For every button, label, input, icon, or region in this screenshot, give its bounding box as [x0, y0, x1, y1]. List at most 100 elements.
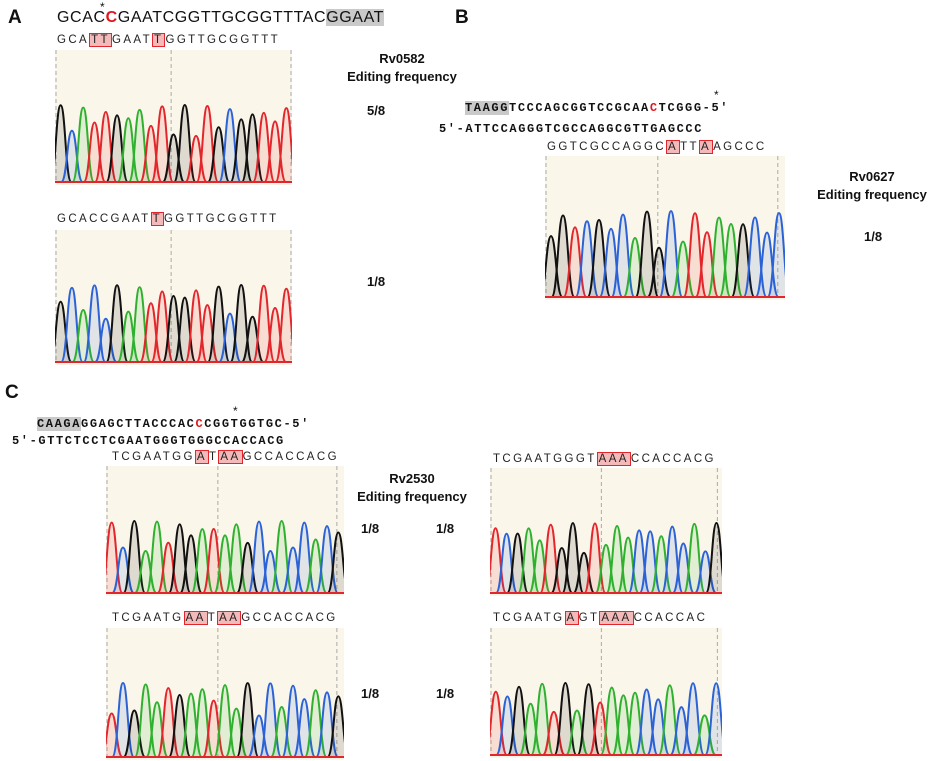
peak-trace-C: [495, 532, 519, 594]
peak-trace-C: [680, 682, 706, 756]
peak-fill-G: [647, 247, 671, 297]
peak-trace-T: [201, 699, 226, 758]
peak-trace-G: [561, 522, 585, 594]
peak-trace-A: [224, 707, 249, 758]
panel-a-gene-label: Rv0582 Editing frequency: [332, 50, 472, 86]
peak-fill-A: [134, 550, 157, 593]
peak-trace-C: [495, 695, 520, 756]
peak-trace-G: [326, 531, 344, 594]
peak-trace-C: [660, 525, 684, 594]
peak-fill-C: [219, 313, 241, 362]
peak-trace-G: [179, 534, 203, 594]
peak-fill-C: [248, 715, 270, 757]
editing-frequency-label: Editing frequency: [357, 489, 467, 504]
peak-trace-A: [622, 236, 648, 298]
peak-trace-T: [150, 290, 174, 363]
strand-seq-part: TCCCAGCGGTCCGCAA: [509, 101, 650, 115]
peak-fill-G: [573, 552, 595, 593]
peak-fill-A: [519, 703, 542, 755]
peak-trace-G: [173, 296, 197, 363]
peak-fill-A: [671, 241, 695, 297]
panel-c-top-strand: CAAGAGGAGCTTACCCACCCGGTGGTGC-5': [37, 417, 310, 431]
peak-trace-T: [195, 304, 220, 363]
peak-trace-A: [269, 520, 294, 594]
peak-fill-T: [275, 288, 292, 362]
peak-trace-C: [669, 706, 694, 756]
panel-c-letter: C: [5, 382, 19, 403]
peak-trace-C: [610, 213, 636, 298]
read-base: T: [207, 612, 218, 624]
panel-b-bottom-strand: 5'-ATTCCAGGGTCGCCAGGCGTTGAGCCC: [439, 122, 704, 136]
peak-trace-T: [82, 121, 107, 183]
peak-trace-A: [145, 520, 169, 594]
peak-trace-C: [258, 682, 283, 758]
peak-fill-T: [140, 125, 162, 182]
peak-trace-A: [530, 682, 555, 756]
gene-name: Rv0627: [849, 169, 895, 184]
pam-highlight: GGAAT: [326, 9, 385, 26]
peak-trace-T: [562, 226, 588, 298]
peak-trace-A: [599, 686, 624, 756]
peak-trace-T: [541, 710, 566, 756]
peak-fill-A: [270, 706, 293, 757]
peak-fill-G: [551, 547, 573, 593]
peak-trace-T: [184, 289, 208, 363]
peak-trace-C: [292, 521, 317, 594]
peak-trace-A: [594, 543, 618, 594]
panel-b-read-1-sequence: GGTCGCCAGGC A TT A AGCCC: [547, 140, 767, 154]
peak-trace-C: [315, 525, 339, 594]
peak-trace-T: [156, 541, 181, 594]
peak-fill-A: [623, 237, 647, 297]
peak-trace-T: [263, 307, 287, 363]
edited-base-box: AAA: [599, 611, 634, 625]
chromatogram-background: [106, 466, 344, 596]
edited-base-box: A: [194, 450, 209, 464]
panel-c-read-1-frequency: 1/8: [361, 521, 380, 536]
peak-trace-A: [71, 308, 95, 363]
read-base: GGTCGCCAGGC: [547, 141, 667, 153]
peak-trace-A: [649, 535, 673, 594]
peak-trace-G: [240, 315, 265, 363]
peak-trace-A: [133, 549, 158, 594]
panel-c-read-1-sequence: TCGAATGG A T AA GCCACCACG: [112, 450, 339, 464]
peak-trace-G: [55, 104, 73, 183]
peak-trace-A: [71, 106, 95, 183]
peak-trace-G: [586, 218, 612, 298]
read-base: GT: [578, 612, 600, 624]
peak-trace-G: [206, 126, 231, 183]
edited-base-box: A: [698, 140, 714, 154]
read-base: TCGAATG: [493, 612, 565, 624]
target-seq-part: GAATCGGTTGCGGTTTAC: [117, 9, 327, 26]
peak-fill-G: [162, 134, 185, 182]
panel-a-read-1-frequency: 5/8: [367, 103, 386, 118]
gene-name: Rv0582: [379, 51, 425, 66]
peak-trace-T: [274, 107, 292, 183]
peak-trace-A: [116, 310, 141, 363]
peak-trace-G: [173, 104, 197, 183]
peak-trace-T: [106, 712, 124, 758]
peak-trace-G: [326, 695, 344, 758]
read-base: AGCCC: [713, 141, 767, 153]
peak-fill-T: [196, 305, 219, 362]
peak-trace-G: [167, 523, 192, 594]
peak-fill-C: [705, 683, 722, 755]
peak-fill-G: [123, 710, 146, 757]
peak-trace-A: [269, 705, 294, 758]
peak-fill-A: [693, 715, 716, 755]
peak-trace-C: [627, 529, 651, 594]
peak-trace-T: [252, 111, 276, 183]
panel-a-read-2-frequency: 1/8: [367, 274, 386, 289]
peak-trace-C: [671, 542, 695, 594]
peak-trace-T: [263, 120, 287, 183]
read-base: GGTTGCGGTTT: [164, 213, 279, 225]
peak-fill-G: [236, 542, 259, 593]
edited-base-box: AAA: [596, 452, 631, 466]
peak-trace-C: [111, 682, 135, 758]
peak-trace-C: [111, 546, 135, 594]
panel-a-read-2-sequence: GCACCGAAT T GGTTGCGGTTT: [57, 212, 279, 226]
peak-fill-C: [259, 550, 282, 593]
panel-c-chromatogram-2: [490, 468, 722, 596]
peak-trace-A: [682, 522, 706, 594]
peak-trace-G: [704, 522, 722, 594]
peak-trace-C: [754, 231, 780, 298]
